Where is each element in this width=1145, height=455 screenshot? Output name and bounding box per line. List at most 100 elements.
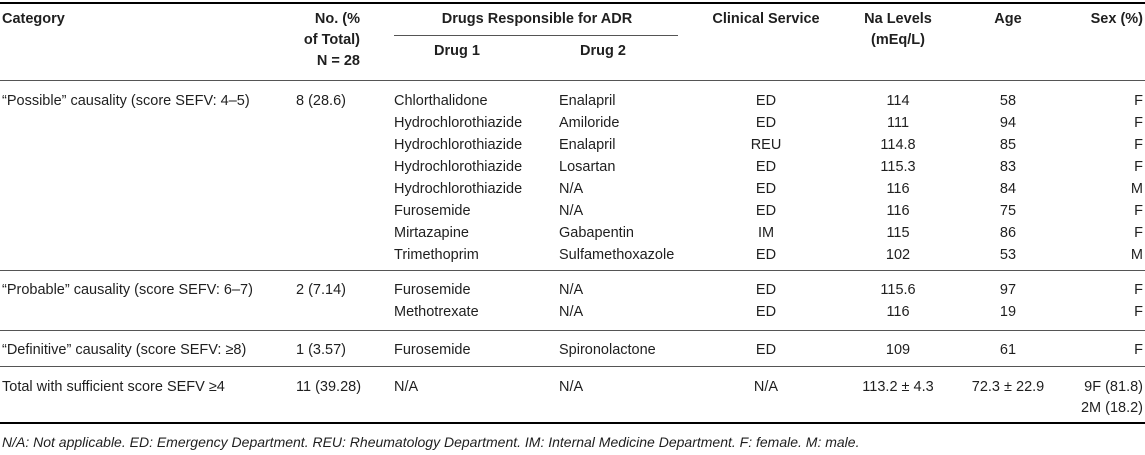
total-drug2: N/A — [559, 379, 584, 395]
row-drug2: N/A — [559, 282, 584, 298]
row-age: 86 — [999, 225, 1017, 241]
row-sex: F — [1134, 159, 1143, 175]
row-age: 94 — [999, 115, 1017, 131]
header-clinical-service: Clinical Service — [712, 11, 820, 27]
row-drug1: Hydrochlorothiazide — [394, 181, 523, 197]
group3-bottom-rule — [0, 366, 1145, 367]
row-sex: M — [1130, 247, 1143, 263]
row-na: 114.8 — [880, 137, 916, 153]
row-sex: M — [1130, 181, 1143, 197]
header-drug1: Drug 1 — [434, 43, 480, 59]
row-service: ED — [755, 115, 777, 131]
row-drug2: Gabapentin — [559, 225, 634, 241]
row-drug2: Enalapril — [559, 93, 616, 109]
row-sex: F — [1134, 203, 1143, 219]
row-age: 83 — [999, 159, 1017, 175]
row-na: 115.3 — [880, 159, 916, 175]
header-bottom-rule — [0, 80, 1145, 81]
total-category: Total with sufficient score SEFV ≥4 — [2, 379, 225, 395]
row-service: IM — [757, 225, 775, 241]
header-total-line1: No. (% — [314, 11, 360, 27]
row-age: 61 — [999, 342, 1017, 358]
total-count: 11 (39.28) — [296, 379, 362, 395]
row-age: 75 — [999, 203, 1017, 219]
row-na: 111 — [886, 115, 910, 131]
row-service: ED — [755, 282, 777, 298]
row-service: ED — [755, 342, 777, 358]
header-category: Category — [2, 11, 65, 27]
header-na-line2: (mEq/L) — [871, 32, 925, 48]
total-sex-line2: 2M (18.2) — [1080, 400, 1143, 416]
row-drug1: Hydrochlorothiazide — [394, 159, 523, 175]
header-total-line2: of Total) — [303, 32, 360, 48]
row-drug2: Spironolactone — [559, 342, 656, 358]
total-sex-line1: 9F (81.8) — [1084, 379, 1143, 395]
row-sex: F — [1134, 304, 1143, 320]
total-drug1: N/A — [394, 379, 419, 395]
row-na: 114 — [886, 93, 910, 109]
row-age: 53 — [999, 247, 1017, 263]
row-sex: F — [1134, 225, 1143, 241]
row-age: 85 — [999, 137, 1017, 153]
total-age: 72.3 ± 22.9 — [971, 379, 1045, 395]
group-count: 2 (7.14) — [296, 282, 346, 298]
row-drug2: Losartan — [559, 159, 616, 175]
row-sex: F — [1134, 282, 1143, 298]
header-drugs-group: Drugs Responsible for ADR — [441, 11, 633, 27]
group-category: “Possible” causality (score SEFV: 4–5) — [2, 93, 250, 109]
table-top-rule — [0, 2, 1145, 4]
row-age: 84 — [999, 181, 1017, 197]
row-drug2: N/A — [559, 304, 584, 320]
row-service: REU — [750, 137, 782, 153]
table-footnote: N/A: Not applicable. ED: Emergency Depar… — [2, 434, 860, 450]
row-age: 19 — [999, 304, 1017, 320]
row-sex: F — [1134, 342, 1143, 358]
row-drug2: N/A — [559, 181, 584, 197]
total-na: 113.2 ± 4.3 — [862, 379, 934, 395]
group1-bottom-rule — [0, 270, 1145, 271]
header-na-line1: Na Levels — [864, 11, 932, 27]
header-age: Age — [994, 11, 1022, 27]
row-drug1: Methotrexate — [394, 304, 479, 320]
row-drug1: Hydrochlorothiazide — [394, 115, 523, 131]
row-drug2: Enalapril — [559, 137, 616, 153]
row-na: 115.6 — [880, 282, 916, 298]
total-service: N/A — [753, 379, 779, 395]
header-sex: Sex (%) — [1090, 11, 1143, 27]
row-age: 58 — [999, 93, 1017, 109]
row-drug1: Trimethoprim — [394, 247, 479, 263]
row-service: ED — [755, 247, 777, 263]
row-service: ED — [755, 181, 777, 197]
group2-bottom-rule — [0, 330, 1145, 331]
row-service: ED — [755, 159, 777, 175]
row-drug1: Furosemide — [394, 203, 471, 219]
row-drug1: Mirtazapine — [394, 225, 469, 241]
group-count: 8 (28.6) — [296, 93, 346, 109]
row-service: ED — [755, 93, 777, 109]
group-count: 1 (3.57) — [296, 342, 346, 358]
row-age: 97 — [999, 282, 1017, 298]
row-na: 102 — [885, 247, 911, 263]
row-drug1: Furosemide — [394, 282, 471, 298]
row-service: ED — [755, 203, 777, 219]
row-drug2: Sulfamethoxazole — [559, 247, 675, 263]
row-drug1: Hydrochlorothiazide — [394, 137, 523, 153]
header-drug2: Drug 2 — [580, 43, 626, 59]
row-drug2: Amiloride — [559, 115, 620, 131]
row-sex: F — [1134, 93, 1143, 109]
row-drug1: Furosemide — [394, 342, 471, 358]
row-na: 109 — [885, 342, 911, 358]
group-category: “Definitive” causality (score SEFV: ≥8) — [2, 342, 247, 358]
row-sex: F — [1134, 137, 1143, 153]
header-total-line3: N = 28 — [316, 53, 360, 69]
drug-group-rule — [394, 35, 678, 36]
row-na: 115 — [886, 225, 910, 241]
row-na: 116 — [886, 181, 910, 197]
row-drug1: Chlorthalidone — [394, 93, 488, 109]
row-na: 116 — [886, 304, 910, 320]
table-bottom-rule — [0, 422, 1145, 424]
row-sex: F — [1134, 115, 1143, 131]
row-drug2: N/A — [559, 203, 584, 219]
row-service: ED — [755, 304, 777, 320]
